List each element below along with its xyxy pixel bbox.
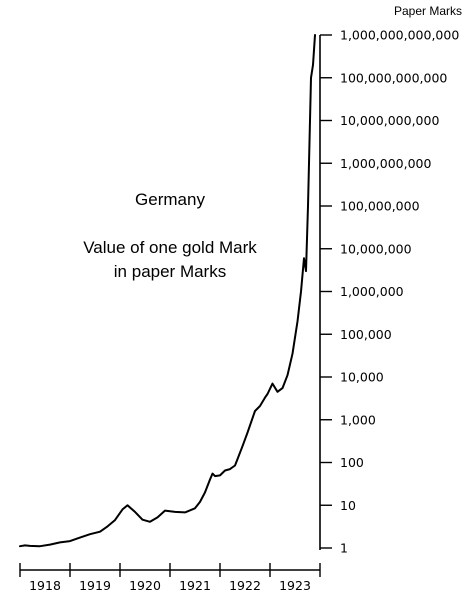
annotation-line-2: in paper Marks bbox=[20, 260, 320, 284]
x-tick-label: 1923 bbox=[279, 578, 311, 593]
x-tick-label: 1918 bbox=[29, 578, 61, 593]
y-ticks: 1 10 100 1,000 10,000 100,000 1,000,000 10,000,… bbox=[320, 28, 459, 556]
axes bbox=[20, 35, 320, 570]
series-line bbox=[20, 35, 315, 546]
y-tick-label: 10,000,000,000 bbox=[340, 113, 439, 128]
annotation-line-1: Value of one gold Mark bbox=[20, 236, 320, 260]
x-tick-label: 1919 bbox=[79, 578, 111, 593]
y-tick-label: 10 bbox=[340, 498, 356, 513]
y-tick-label: 1,000,000,000 bbox=[340, 156, 431, 171]
x-ticks: 1918 1919 1920 1921 1922 1923 bbox=[20, 563, 320, 593]
y-tick-label: 100,000,000,000 bbox=[340, 70, 447, 85]
y-tick-label: 10,000,000 bbox=[340, 241, 412, 256]
x-tick-label: 1922 bbox=[229, 578, 261, 593]
annotation-country: Germany bbox=[20, 190, 320, 210]
y-tick-label: 1 bbox=[340, 541, 348, 556]
y-tick-label: 100,000,000 bbox=[340, 199, 420, 214]
y-tick-label: 100,000 bbox=[340, 327, 392, 342]
y-tick-label: 100 bbox=[340, 455, 364, 470]
y-tick-label: 10,000 bbox=[340, 370, 384, 385]
y-tick-label: 1,000,000 bbox=[340, 284, 404, 299]
x-tick-label: 1920 bbox=[129, 578, 161, 593]
y-tick-label: 1,000,000,000,000 bbox=[340, 28, 459, 43]
x-tick-label: 1921 bbox=[179, 578, 211, 593]
y-tick-label: 1,000 bbox=[340, 412, 376, 427]
annotation-description: Value of one gold Mark in paper Marks bbox=[20, 236, 320, 284]
